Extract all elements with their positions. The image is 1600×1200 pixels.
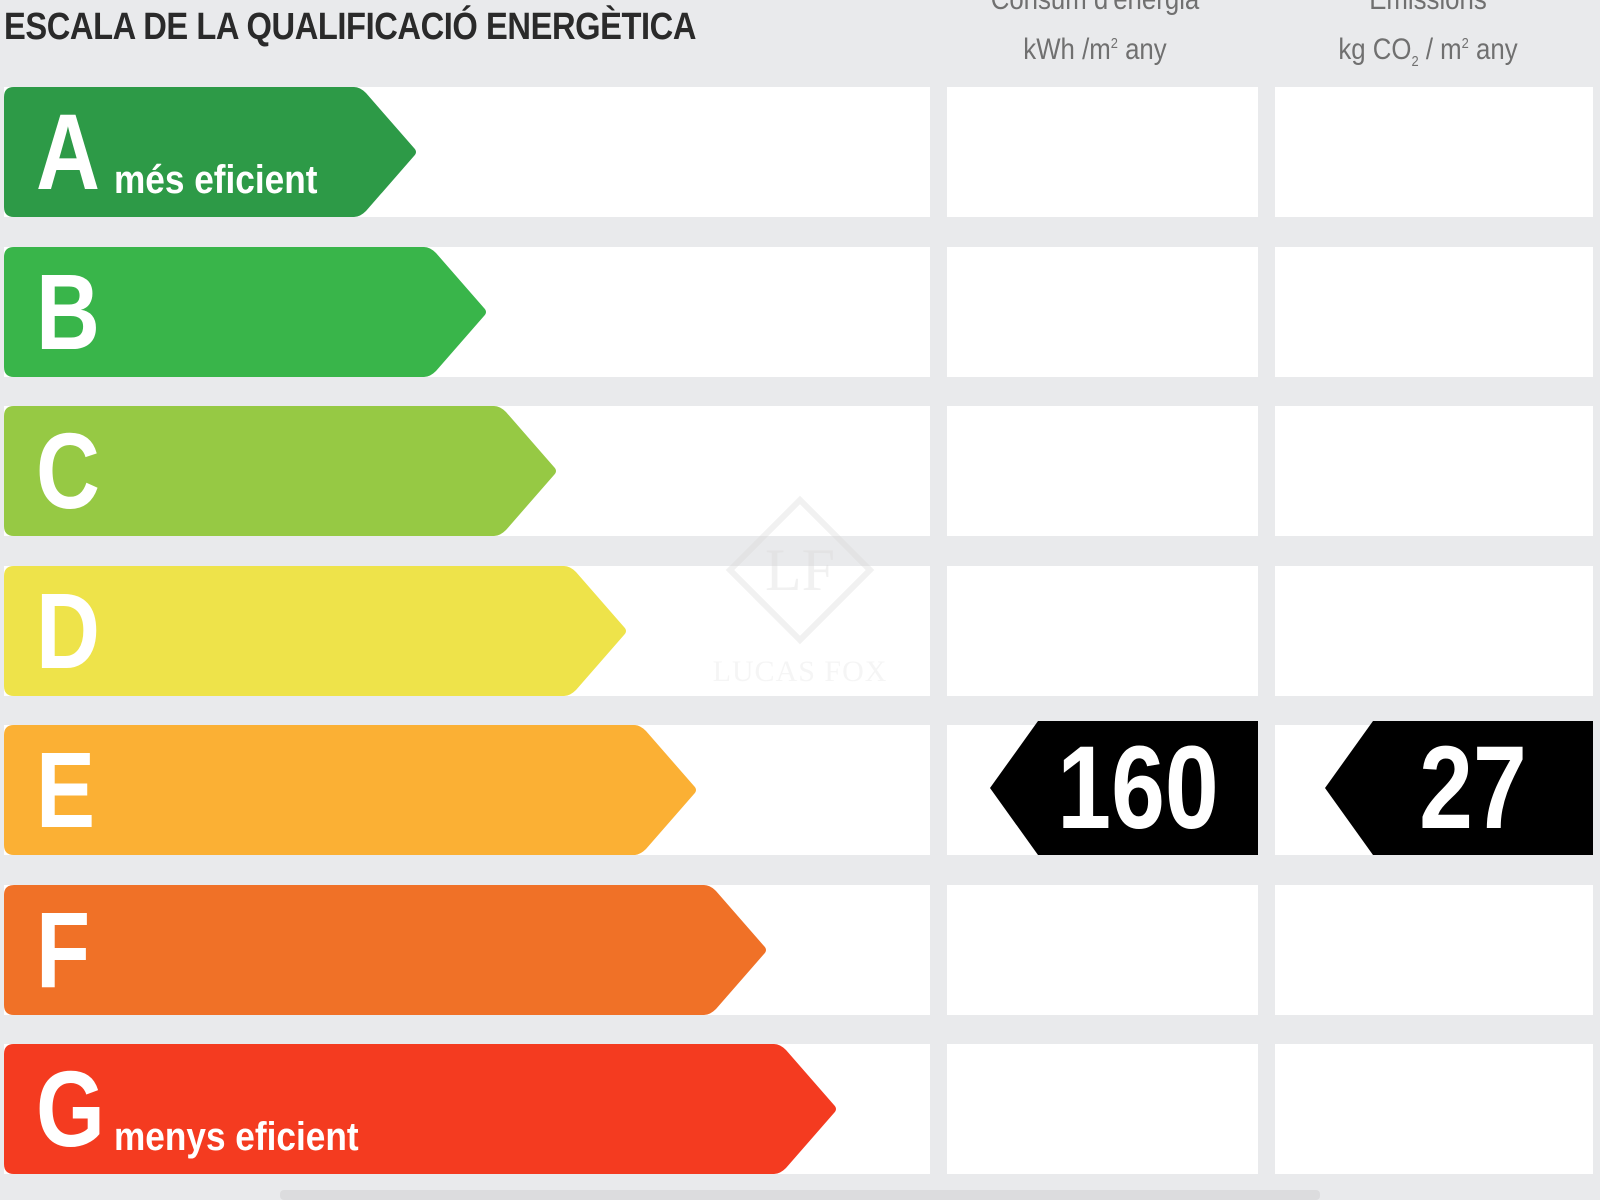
emissions-value-cell — [1275, 885, 1593, 1015]
rating-arrow-b: B — [4, 247, 488, 377]
rating-row-b: B — [0, 247, 1600, 377]
rating-letter: D — [36, 570, 100, 691]
rating-row-f: F — [0, 885, 1600, 1015]
emissions-header-label: Emissions — [1299, 0, 1557, 22]
page-title: ESCALA DE LA QUALIFICACIÓ ENERGÈTICA — [4, 6, 696, 48]
emissions-value-cell — [1275, 247, 1593, 377]
emissions-value-marker: 27 — [1325, 721, 1593, 855]
energy-unit-label: kWh /m2 any — [1023, 33, 1167, 66]
energy-value-cell — [947, 566, 1258, 696]
arrow-shape — [4, 1044, 836, 1174]
emissions-column-header: Emissions kg CO2 / m2 any — [1299, 0, 1557, 84]
arrow-shape — [4, 87, 416, 217]
rating-row-c: C — [0, 406, 1600, 536]
rating-letter: B — [36, 251, 100, 372]
emissions-value-cell — [1275, 566, 1593, 696]
rating-letter: C — [36, 410, 100, 531]
rating-caption: més eficient — [114, 158, 318, 202]
rating-row-e: E 160 27 — [0, 721, 1600, 855]
arrow-shape — [4, 725, 696, 855]
emissions-unit-label: kg CO2 / m2 any — [1338, 33, 1518, 70]
arrow-shape — [4, 566, 626, 696]
rating-arrow-c: C — [4, 406, 558, 536]
rating-arrow-f: F — [4, 885, 768, 1015]
energy-column-header: Consum d'energia kWh /m2 any — [966, 0, 1224, 72]
rating-caption: menys eficient — [114, 1115, 359, 1159]
rating-arrow-e: E — [4, 725, 698, 855]
emissions-value-cell — [1275, 1044, 1593, 1174]
arrow-shape — [4, 885, 766, 1015]
rating-row-d: D — [0, 566, 1600, 696]
energy-value-marker: 160 — [990, 721, 1258, 855]
energy-value-cell — [947, 1044, 1258, 1174]
energy-value-cell — [947, 885, 1258, 1015]
arrow-shape — [4, 247, 486, 377]
energy-value-cell — [947, 406, 1258, 536]
emissions-value-cell — [1275, 87, 1593, 217]
energy-value-cell — [947, 87, 1258, 217]
rating-arrow-d: D — [4, 566, 628, 696]
marker-arrow-shape — [1325, 721, 1593, 855]
energy-header-label: Consum d'energia — [966, 0, 1224, 22]
marker-arrow-shape — [990, 721, 1258, 855]
marker-value: 27 — [1419, 722, 1527, 854]
arrow-shape — [4, 406, 556, 536]
bottom-scrollbar[interactable] — [280, 1190, 1320, 1200]
emissions-value-cell — [1275, 406, 1593, 536]
rating-letter: F — [36, 889, 91, 1010]
marker-value: 160 — [1057, 722, 1219, 854]
rating-letter: E — [36, 729, 96, 850]
rating-letter: G — [36, 1048, 105, 1169]
rating-letter: A — [36, 91, 100, 212]
energy-value-cell — [947, 247, 1258, 377]
